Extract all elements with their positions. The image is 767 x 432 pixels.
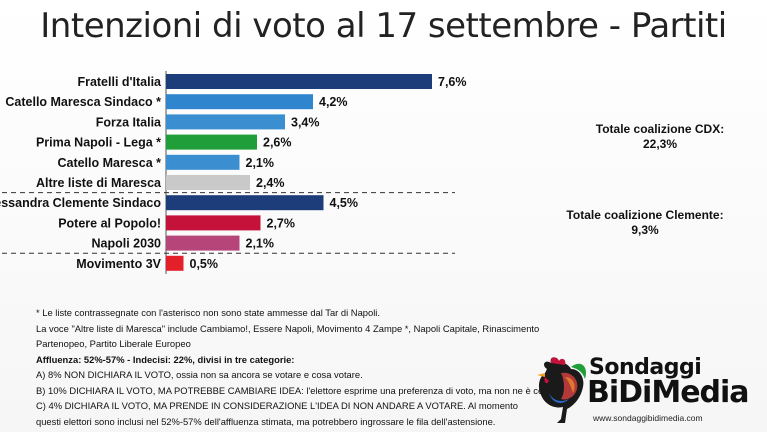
footnotes: * Le liste contrassegnate con l'asterisc… bbox=[36, 305, 557, 429]
value-label-0: 7,6% bbox=[438, 75, 467, 89]
coalition-clemente-title: Totale coalizione Clemente: bbox=[566, 208, 724, 222]
category-label-9: Movimento 3V bbox=[76, 257, 161, 271]
coalition-clemente-label: Totale coalizione Clemente: 9,3% bbox=[545, 208, 745, 238]
value-label-8: 2,1% bbox=[246, 237, 275, 251]
bar-1 bbox=[166, 94, 313, 110]
bar-4 bbox=[166, 154, 240, 170]
coalition-cdx-title: Totale coalizione CDX: bbox=[595, 122, 725, 136]
coalition-clemente-value: 9,3% bbox=[631, 223, 659, 237]
category-label-3: Prima Napoli - Lega * bbox=[36, 136, 161, 150]
rooster-icon bbox=[537, 357, 587, 423]
logo-text-sondaggi: Sondaggi bbox=[589, 355, 702, 380]
coalition-cdx-value: 22,3% bbox=[642, 137, 678, 151]
category-label-7: Potere al Popolo! bbox=[58, 216, 161, 230]
sondaggi-bidimedia-logo: Sondaggi BiDiMedia www.sondaggibidimedia… bbox=[531, 353, 761, 428]
coalition-cdx-label: Totale coalizione CDX: 22,3% bbox=[560, 122, 760, 152]
category-label-1: Catello Maresca Sindaco * bbox=[5, 95, 161, 109]
value-label-6: 4,5% bbox=[330, 196, 359, 210]
bar-6 bbox=[166, 195, 324, 211]
bar-5 bbox=[166, 175, 250, 190]
value-label-5: 2,4% bbox=[256, 176, 285, 190]
value-label-2: 3,4% bbox=[291, 115, 320, 129]
note-b: B) 10% DICHIARA IL VOTO, MA POTREBBE CAM… bbox=[36, 384, 557, 396]
logo-url: www.sondaggibidimedia.com bbox=[593, 413, 703, 423]
note-a: A) 8% NON DICHIARA IL VOTO, ossia non sa… bbox=[36, 369, 363, 380]
logo-text-bidimedia: BiDiMedia bbox=[587, 375, 750, 410]
bar-9 bbox=[166, 255, 184, 271]
chart-title: Intenzioni di voto al 17 settembre - Par… bbox=[40, 6, 727, 46]
bar-chart: Fratelli d'Italia 7,6% Catello Maresca Sin… bbox=[0, 71, 467, 274]
note-altre-liste-cont: Partenopeo, Partito Liberale Europeo bbox=[36, 338, 191, 349]
bar-8 bbox=[166, 235, 240, 251]
note-asterisk: * Le liste contrassegnate con l'asterisc… bbox=[36, 307, 380, 318]
category-label-6: Alessandra Clemente Sindaco bbox=[0, 196, 161, 210]
value-label-3: 2,6% bbox=[263, 136, 292, 150]
note-affluenza: Affluenza: 52%-57% - Indecisi: 22%, divi… bbox=[36, 353, 295, 365]
bar-7 bbox=[166, 215, 261, 231]
note-altre-liste: La voce "Altre liste di Maresca" include… bbox=[36, 322, 540, 334]
bar-2 bbox=[166, 114, 285, 130]
category-label-0: Fratelli d'Italia bbox=[77, 75, 162, 89]
category-label-2: Forza Italia bbox=[96, 115, 162, 129]
category-label-5: Altre liste di Maresca bbox=[36, 176, 162, 190]
category-label-4: Catello Maresca * bbox=[57, 156, 161, 170]
value-label-7: 2,7% bbox=[267, 216, 296, 230]
value-label-9: 0,5% bbox=[190, 257, 219, 271]
bar-3 bbox=[166, 134, 257, 150]
note-c: C) 4% DICHIARA IL VOTO, MA PRENDE IN CON… bbox=[36, 400, 518, 427]
value-label-1: 4,2% bbox=[319, 95, 348, 109]
category-label-8: Napoli 2030 bbox=[92, 237, 162, 251]
bar-0 bbox=[166, 74, 432, 89]
value-label-4: 2,1% bbox=[246, 156, 275, 170]
